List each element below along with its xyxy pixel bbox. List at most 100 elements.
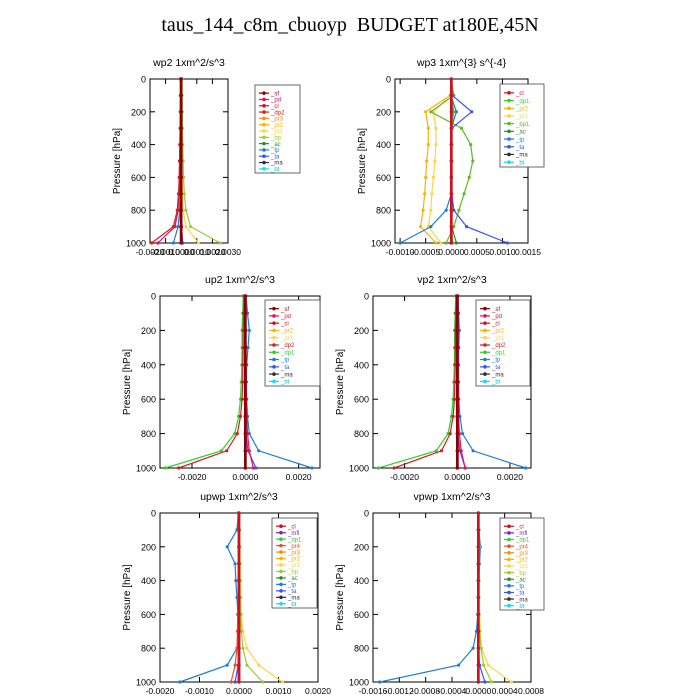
chart-panel-6: vpwp 1xm^2/s^3 Pressure [hPa] 0 200 400 600 80… (335, 491, 545, 696)
series-point-cl (449, 175, 453, 179)
series-point-dp2 (439, 449, 444, 453)
series-point-tp (460, 432, 465, 436)
x-tick-label: 0.0004 (492, 686, 518, 696)
series-point-dp1 (163, 466, 167, 470)
series-point-ta (452, 208, 456, 212)
legend-marker (483, 379, 487, 384)
series-point-cl (237, 595, 241, 600)
legend-label: _mfl (287, 531, 299, 537)
series-line-pd (157, 79, 182, 244)
y-tick-label: 600 (141, 395, 156, 405)
series-point-sf (179, 126, 183, 130)
legend-label: _pd (491, 314, 502, 320)
y-axis-label: Pressure [hPa] (335, 349, 346, 415)
series-point-sf (455, 328, 459, 332)
y-axis-label: Pressure [hPa] (112, 128, 123, 194)
plot-frame (149, 78, 229, 244)
legend-label: _pr2 (491, 329, 505, 335)
series-point-sf (243, 397, 247, 401)
legend-label: _bt (270, 167, 280, 173)
legend-label: _dp1 (280, 350, 295, 356)
series-point-pr1 (280, 680, 284, 684)
series-point-cl (449, 159, 453, 163)
legend-label: _ac (270, 142, 281, 148)
y-tick-label: 600 (354, 610, 369, 620)
legend-label: _tp (515, 137, 525, 143)
series-point-sf (243, 414, 247, 418)
series-point-sf (179, 208, 183, 212)
series-point-sf (179, 225, 183, 229)
y-tick-label: 200 (376, 107, 391, 117)
series-point-sf (179, 110, 183, 114)
legend-marker (507, 531, 511, 535)
legend-marker (507, 98, 511, 103)
series-line-pr1 (427, 78, 452, 244)
series-point-bp (218, 241, 222, 245)
series-point-ta (505, 241, 510, 245)
series-point-cl (476, 595, 480, 600)
x-tick-label: 0.0010 (266, 686, 292, 696)
legend-label: _cl (491, 321, 500, 327)
legend-marker (262, 167, 266, 171)
x-tick-label: -0.0020 (136, 247, 165, 257)
legend-marker (507, 603, 511, 608)
y-tick-label: 1000 (136, 678, 156, 688)
legend-marker (483, 335, 487, 340)
series-point-cl (476, 562, 480, 566)
legend-label: _ma (287, 596, 300, 602)
series-point-bp (489, 680, 494, 684)
series-point-cl (449, 192, 453, 196)
series-point-sf (179, 77, 183, 81)
legend-label: _pr1 (280, 336, 294, 342)
y-tick-label: 800 (131, 206, 146, 216)
series-point-sf (243, 346, 247, 350)
y-tick-label: 400 (354, 360, 369, 370)
series-point-pr1 (429, 208, 433, 212)
series-point-bp (184, 208, 188, 212)
legend-marker (483, 343, 487, 347)
y-tick-label: 200 (354, 542, 369, 552)
x-tick-label: 0.0000 (465, 686, 491, 696)
chart-title: upwp 1xm^2/s^3 (200, 491, 278, 503)
legend-label: _pd (280, 314, 291, 320)
series-point-pr2 (423, 192, 427, 196)
legend-box (499, 83, 545, 168)
series-point-cl (476, 579, 480, 583)
series-point-tp (178, 680, 182, 684)
series-point-bp (482, 663, 486, 667)
series-point-ta (254, 466, 258, 470)
x-tick-label: -0.0012 (385, 686, 414, 696)
series-point-cl (476, 528, 480, 532)
legend-label: _pr1 (287, 563, 301, 569)
x-tick-label: -0.0005 (411, 247, 440, 257)
x-tick-label: 0.0005 (464, 247, 490, 257)
legend-label: _ta (515, 145, 525, 151)
legend-label: _pr2 (515, 558, 529, 564)
series-point-tp (225, 663, 229, 667)
y-tick-label: 200 (131, 107, 146, 117)
series-point-dp1 (434, 449, 438, 453)
legend: _sf_pd_cl _pr2_pr1_dp2_dp1 _tp_ta_ma _bt (264, 299, 321, 387)
legend-label: _pr4 (287, 544, 301, 550)
legend-marker (272, 335, 276, 340)
y-tick-label: 600 (376, 173, 391, 183)
y-tick-label: 0 (151, 292, 156, 302)
legend-marker (279, 524, 283, 529)
series-point-dp1 (233, 432, 237, 436)
series-point-dp2 (171, 225, 175, 229)
y-tick-label: 400 (354, 576, 369, 586)
series-point-bp (261, 680, 265, 684)
series-point-cl (237, 545, 241, 549)
legend-marker (483, 350, 487, 355)
series-point-tp (454, 110, 458, 114)
legend-label: _ta (280, 365, 290, 371)
y-tick-label: 0 (364, 509, 369, 519)
legend-marker (262, 148, 266, 152)
series-point-dp2 (241, 363, 245, 367)
x-tick-label: -0.0010 (386, 247, 415, 257)
series-point-tp (257, 449, 261, 453)
chart-title: wp3 1xm^{3} s^{-4} (416, 57, 507, 69)
series-point-bp (239, 629, 243, 633)
legend-label: _pr2 (280, 329, 294, 335)
legend-label: _cl (287, 524, 296, 530)
